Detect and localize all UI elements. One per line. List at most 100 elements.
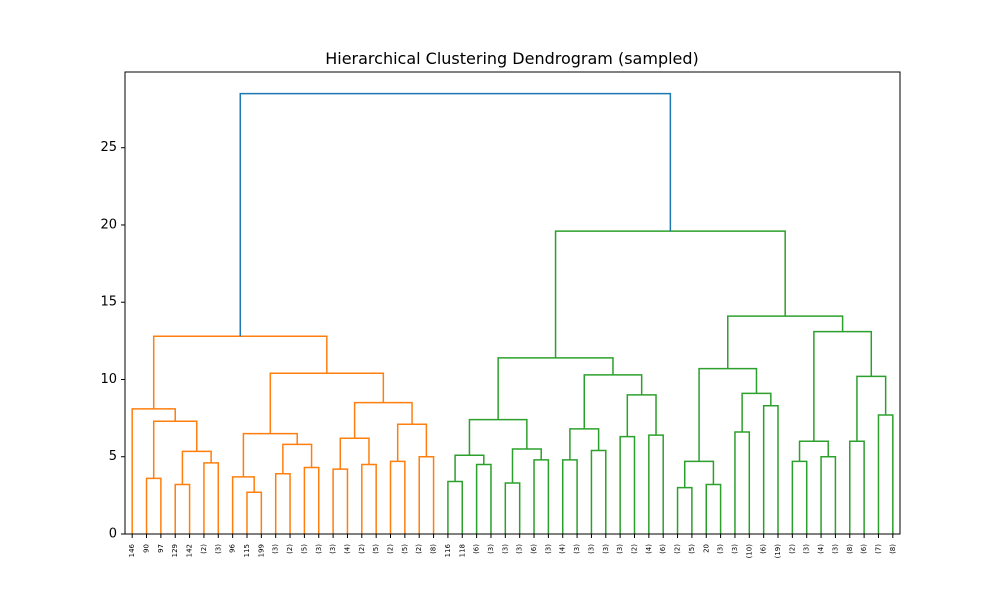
leaf-label: 115 bbox=[243, 544, 251, 557]
leaf-label: (19) bbox=[774, 544, 782, 559]
link bbox=[648, 434, 664, 534]
leaf-label: (3) bbox=[831, 544, 839, 554]
leaf-label: (5) bbox=[300, 544, 308, 554]
link bbox=[145, 477, 162, 534]
link bbox=[174, 483, 191, 534]
link bbox=[734, 431, 751, 534]
leaf-label: (4) bbox=[559, 544, 567, 554]
link bbox=[698, 367, 758, 462]
leaf-label: 116 bbox=[444, 543, 452, 557]
leaf-label: 20 bbox=[702, 544, 710, 553]
leaf-label: (10) bbox=[745, 544, 753, 559]
link bbox=[683, 460, 715, 488]
link bbox=[131, 408, 176, 534]
leaf-label: (3) bbox=[731, 544, 739, 554]
leaf-label: (3) bbox=[616, 544, 624, 554]
link bbox=[877, 414, 894, 534]
link bbox=[626, 394, 657, 437]
chart-title: Hierarchical Clustering Dendrogram (samp… bbox=[325, 49, 699, 68]
link bbox=[475, 463, 492, 534]
link bbox=[569, 428, 600, 460]
leaf-label: (5) bbox=[401, 544, 409, 554]
leaf-label: (3) bbox=[573, 544, 581, 554]
leaf-label: (2) bbox=[200, 544, 208, 554]
link bbox=[468, 418, 528, 456]
leaf-label: (3) bbox=[717, 544, 725, 554]
link bbox=[242, 432, 298, 477]
leaf-label: (3) bbox=[544, 544, 552, 554]
leaf-label: (3) bbox=[602, 544, 610, 554]
y-tick-label: 20 bbox=[100, 217, 117, 232]
leaf-label: 142 bbox=[186, 544, 194, 557]
link bbox=[282, 443, 313, 474]
leaf-label: (2) bbox=[415, 544, 423, 554]
link bbox=[676, 486, 693, 534]
leaf-label: 199 bbox=[257, 544, 265, 557]
link bbox=[705, 483, 722, 534]
link bbox=[791, 460, 808, 534]
link bbox=[181, 450, 212, 485]
link bbox=[454, 454, 485, 482]
leaf-label: (4) bbox=[343, 544, 351, 554]
link bbox=[269, 372, 385, 434]
link bbox=[389, 460, 406, 534]
leaf-label: 118 bbox=[458, 544, 466, 557]
link bbox=[396, 423, 428, 462]
leaf-label: (4) bbox=[645, 544, 653, 554]
link bbox=[727, 315, 844, 369]
link bbox=[303, 466, 320, 534]
leaf-label: (3) bbox=[272, 544, 280, 554]
leaf-label: (3) bbox=[516, 544, 524, 554]
leaf-label: (3) bbox=[329, 544, 337, 554]
leaf-label: (3) bbox=[487, 544, 495, 554]
link bbox=[820, 455, 837, 534]
leaf-label: (3) bbox=[501, 544, 509, 554]
link bbox=[418, 455, 435, 534]
link bbox=[152, 420, 198, 479]
leaf-label: (6) bbox=[659, 544, 667, 554]
leaf-label: 96 bbox=[229, 543, 237, 552]
leaf-label: (4) bbox=[817, 544, 825, 554]
link bbox=[447, 480, 464, 534]
leaf-label: (3) bbox=[587, 544, 595, 554]
link bbox=[813, 330, 873, 442]
leaf-label: (3) bbox=[214, 544, 222, 554]
link bbox=[246, 491, 263, 534]
link bbox=[497, 357, 614, 420]
link bbox=[762, 405, 779, 534]
link bbox=[353, 401, 413, 439]
leaf-label: 90 bbox=[143, 544, 151, 553]
leaf-label: (3) bbox=[315, 544, 323, 554]
link bbox=[332, 468, 349, 534]
link bbox=[798, 440, 829, 462]
link bbox=[856, 375, 887, 442]
link bbox=[152, 335, 328, 409]
y-tick-label: 5 bbox=[109, 449, 117, 464]
link bbox=[554, 230, 786, 358]
leaf-label: (8) bbox=[846, 544, 854, 554]
link bbox=[339, 437, 370, 470]
leaf-label: (8) bbox=[430, 544, 438, 554]
leaf-label: (2) bbox=[286, 544, 294, 554]
leaf-label: (6) bbox=[860, 544, 868, 554]
link bbox=[504, 482, 521, 534]
link bbox=[274, 472, 291, 534]
y-tick-label: 25 bbox=[100, 140, 117, 155]
link bbox=[590, 449, 607, 534]
leaf-label: 97 bbox=[157, 544, 165, 553]
plot-frame bbox=[124, 71, 901, 535]
leaf-label: 129 bbox=[171, 544, 179, 557]
leaf-label: 146 bbox=[128, 543, 136, 557]
leaf-label: (2) bbox=[788, 544, 796, 554]
leaf-label: (5) bbox=[372, 544, 380, 554]
leaf-label: (2) bbox=[674, 544, 682, 554]
link bbox=[231, 476, 255, 534]
leaf-label: (2) bbox=[630, 544, 638, 554]
leaf-label: (2) bbox=[358, 544, 366, 554]
leaf-label: (5) bbox=[688, 544, 696, 554]
y-tick-label: 15 bbox=[100, 295, 117, 310]
leaf-label: (6) bbox=[473, 544, 481, 554]
link bbox=[619, 435, 636, 534]
